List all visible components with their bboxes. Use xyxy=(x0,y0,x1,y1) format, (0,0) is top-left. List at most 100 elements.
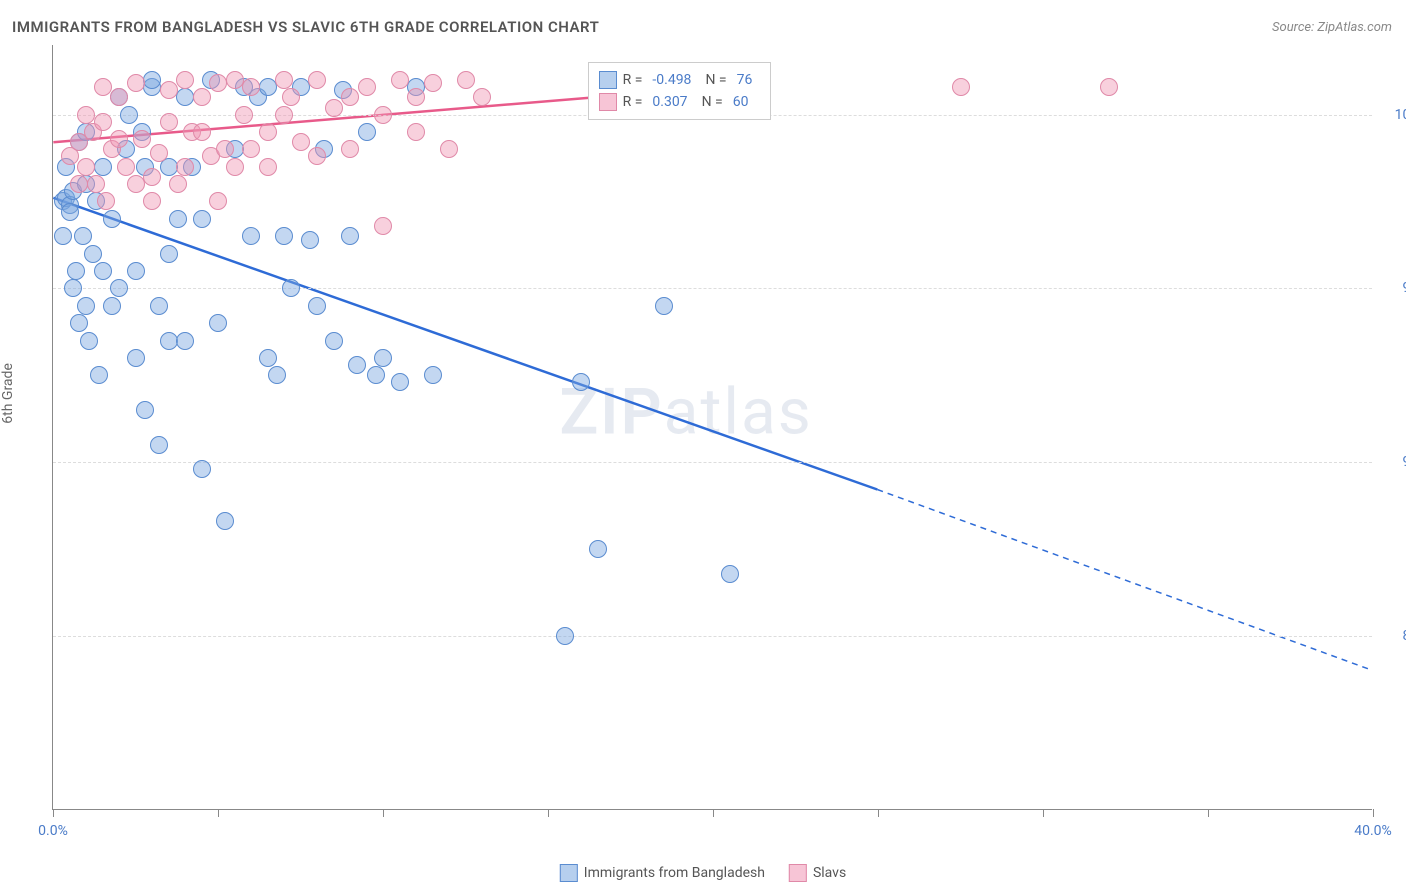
scatter-point xyxy=(275,71,293,89)
x-tick xyxy=(218,809,219,817)
scatter-point xyxy=(176,332,194,350)
scatter-point xyxy=(127,175,145,193)
scatter-point xyxy=(193,123,211,141)
scatter-point xyxy=(110,88,128,106)
legend-label-bangladesh: Immigrants from Bangladesh xyxy=(584,865,765,881)
scatter-point xyxy=(308,297,326,315)
x-tick-label: 40.0% xyxy=(1354,823,1392,839)
scatter-point xyxy=(97,192,115,210)
scatter-point xyxy=(193,210,211,228)
scatter-point xyxy=(341,140,359,158)
bottom-legend: Immigrants from Bangladesh Slavs xyxy=(560,864,846,882)
scatter-point xyxy=(193,88,211,106)
scatter-point xyxy=(176,158,194,176)
scatter-point xyxy=(84,245,102,263)
scatter-point xyxy=(325,332,343,350)
scatter-point xyxy=(169,210,187,228)
scatter-point xyxy=(259,78,277,96)
scatter-point xyxy=(150,144,168,162)
scatter-point xyxy=(94,158,112,176)
plot-area: ZIPatlas 85.0%90.0%95.0%100.0%0.0%40.0%R… xyxy=(52,45,1372,810)
scatter-point xyxy=(308,147,326,165)
scatter-point xyxy=(193,460,211,478)
scatter-point xyxy=(67,262,85,280)
y-axis-label: 6th Grade xyxy=(0,363,16,424)
scatter-point xyxy=(242,140,260,158)
scatter-point xyxy=(176,88,194,106)
scatter-point xyxy=(282,88,300,106)
watermark: ZIPatlas xyxy=(559,374,812,449)
scatter-point xyxy=(209,192,227,210)
scatter-point xyxy=(268,366,286,384)
scatter-point xyxy=(259,349,277,367)
scatter-point xyxy=(127,74,145,92)
scatter-point xyxy=(77,106,95,124)
scatter-point xyxy=(952,78,970,96)
stats-legend-box: R =-0.498N =76R =0.307N =60 xyxy=(588,62,772,120)
scatter-point xyxy=(301,231,319,249)
n-value: 76 xyxy=(737,69,753,91)
scatter-point xyxy=(176,71,194,89)
scatter-point xyxy=(374,106,392,124)
r-value: -0.498 xyxy=(652,69,691,91)
scatter-point xyxy=(341,227,359,245)
scatter-point xyxy=(473,88,491,106)
scatter-point xyxy=(143,71,161,89)
scatter-point xyxy=(424,366,442,384)
scatter-point xyxy=(160,332,178,350)
gridline xyxy=(53,462,1372,463)
scatter-point xyxy=(216,140,234,158)
scatter-point xyxy=(160,113,178,131)
legend-item-bangladesh: Immigrants from Bangladesh xyxy=(560,864,765,882)
scatter-point xyxy=(589,540,607,558)
scatter-point xyxy=(216,512,234,530)
scatter-point xyxy=(87,175,105,193)
scatter-point xyxy=(457,71,475,89)
scatter-point xyxy=(94,113,112,131)
scatter-point xyxy=(367,366,385,384)
scatter-point xyxy=(117,158,135,176)
scatter-point xyxy=(358,123,376,141)
x-tick xyxy=(878,809,879,817)
scatter-point xyxy=(127,349,145,367)
scatter-point xyxy=(391,71,409,89)
y-tick-label: 95.0% xyxy=(1402,280,1406,296)
scatter-point xyxy=(103,210,121,228)
trend-line-dashed xyxy=(877,490,1371,671)
scatter-point xyxy=(70,175,88,193)
stats-legend-row: R =-0.498N =76 xyxy=(599,69,761,91)
scatter-point xyxy=(407,88,425,106)
scatter-point xyxy=(242,78,260,96)
scatter-point xyxy=(226,71,244,89)
x-tick xyxy=(383,809,384,817)
stats-legend-row: R =0.307N =60 xyxy=(599,91,761,113)
y-tick-label: 100.0% xyxy=(1395,107,1406,123)
source-attribution: Source: ZipAtlas.com xyxy=(1272,20,1392,35)
scatter-point xyxy=(341,88,359,106)
scatter-point xyxy=(160,81,178,99)
scatter-point xyxy=(1100,78,1118,96)
scatter-point xyxy=(242,227,260,245)
scatter-point xyxy=(77,158,95,176)
scatter-point xyxy=(61,147,79,165)
scatter-point xyxy=(77,297,95,315)
scatter-point xyxy=(127,262,145,280)
scatter-point xyxy=(325,99,343,117)
x-tick xyxy=(1208,809,1209,817)
chart-title: IMMIGRANTS FROM BANGLADESH VS SLAVIC 6TH… xyxy=(12,18,599,36)
scatter-point xyxy=(572,373,590,391)
scatter-point xyxy=(120,106,138,124)
scatter-point xyxy=(143,168,161,186)
scatter-point xyxy=(110,279,128,297)
scatter-point xyxy=(74,227,92,245)
x-tick xyxy=(53,809,54,817)
y-tick-label: 85.0% xyxy=(1402,628,1406,644)
scatter-point xyxy=(259,158,277,176)
chart-container: IMMIGRANTS FROM BANGLADESH VS SLAVIC 6TH… xyxy=(0,0,1406,892)
scatter-point xyxy=(169,175,187,193)
legend-label-slavs: Slavs xyxy=(813,865,846,881)
scatter-point xyxy=(94,78,112,96)
scatter-point xyxy=(61,203,79,221)
scatter-point xyxy=(556,627,574,645)
scatter-point xyxy=(275,227,293,245)
